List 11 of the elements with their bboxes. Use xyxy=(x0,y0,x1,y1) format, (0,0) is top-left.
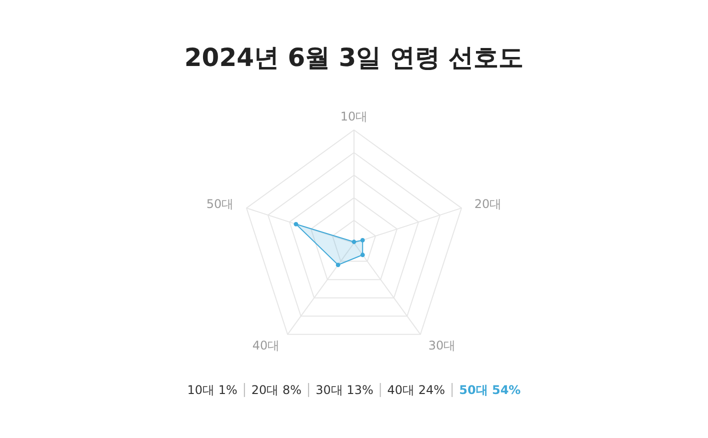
text: 40대 24% xyxy=(387,383,446,397)
spoke-label: 10대 xyxy=(340,109,368,124)
text: 20대 8% xyxy=(251,383,302,397)
spoke-label: 50대 xyxy=(206,196,234,211)
spoke-label: 20대 xyxy=(474,196,502,211)
spoke-label: 30대 xyxy=(428,338,456,352)
text: 10대 1% xyxy=(187,383,238,397)
text: 50대 54% xyxy=(459,383,521,397)
chart-title: 2024년 6월 3일 연령 선호도 xyxy=(184,43,524,72)
spoke-label: 40대 xyxy=(252,338,280,352)
text: 30대 13% xyxy=(316,383,374,397)
